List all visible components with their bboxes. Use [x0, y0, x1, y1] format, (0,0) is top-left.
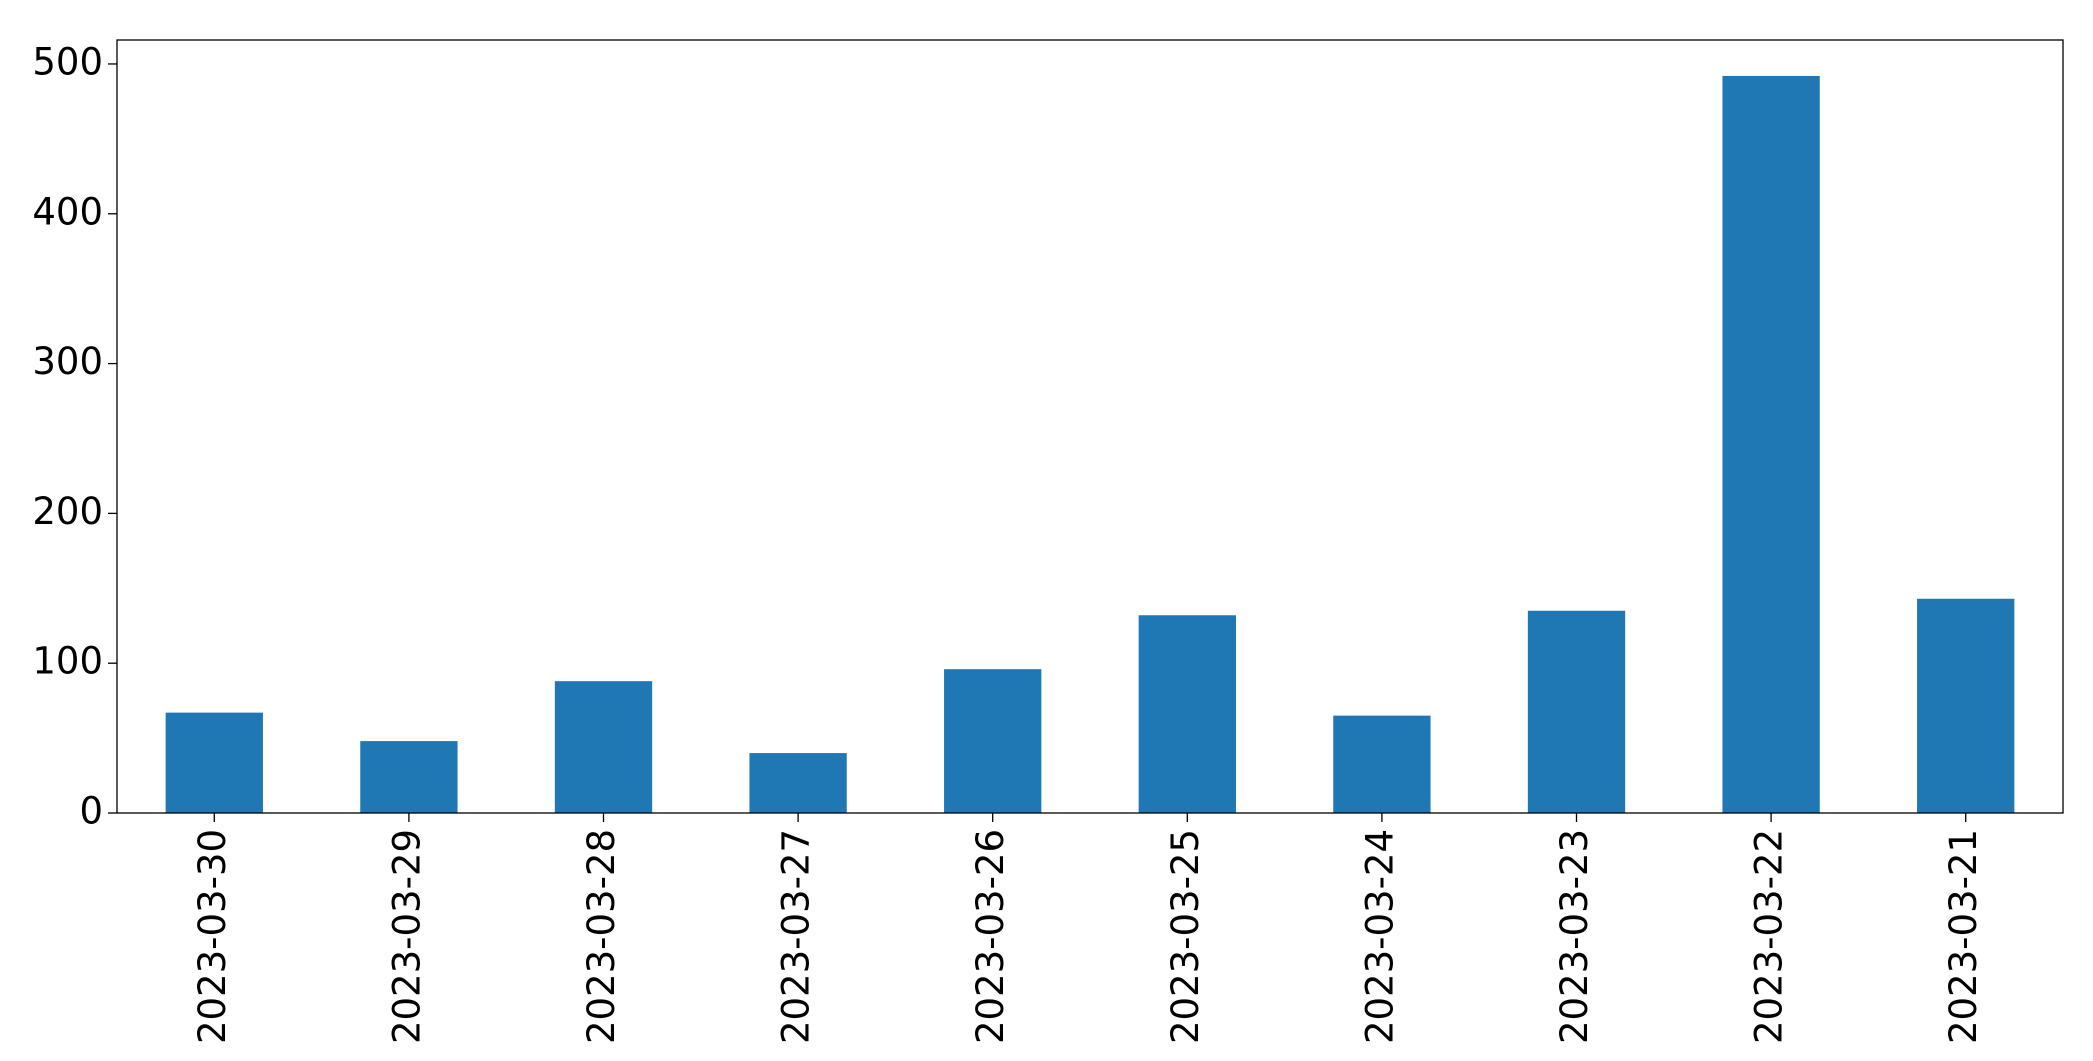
- x-tick-label: 2023-03-30: [191, 829, 234, 1044]
- y-tick-label: 200: [32, 490, 103, 533]
- x-tick-label: 2023-03-27: [775, 829, 818, 1044]
- bar: [749, 753, 847, 813]
- x-tick-label: 2023-03-23: [1553, 829, 1596, 1044]
- y-tick-label: 300: [32, 340, 103, 383]
- x-tick-label: 2023-03-29: [385, 829, 428, 1044]
- bar: [1917, 598, 2015, 813]
- bar: [944, 669, 1042, 813]
- bar: [1527, 610, 1626, 813]
- bar: [360, 741, 458, 813]
- y-tick-label: 0: [79, 790, 103, 833]
- x-tick-label: 2023-03-22: [1748, 829, 1791, 1044]
- x-tick-label: 2023-03-25: [1164, 829, 1207, 1044]
- x-tick-label: 2023-03-24: [1358, 829, 1401, 1044]
- bar: [1722, 75, 1820, 813]
- x-tick-label: 2023-03-26: [969, 829, 1012, 1044]
- x-tick-label: 2023-03-21: [1942, 829, 1985, 1044]
- bar: [165, 712, 263, 813]
- bar: [554, 681, 653, 813]
- y-tick-label: 100: [32, 640, 103, 683]
- x-tick-label: 2023-03-28: [580, 829, 623, 1044]
- y-tick-label: 400: [32, 190, 103, 233]
- plot-frame: [116, 39, 2064, 814]
- bar: [1333, 715, 1431, 813]
- y-tick-label: 500: [32, 40, 103, 83]
- bar: [1138, 615, 1236, 813]
